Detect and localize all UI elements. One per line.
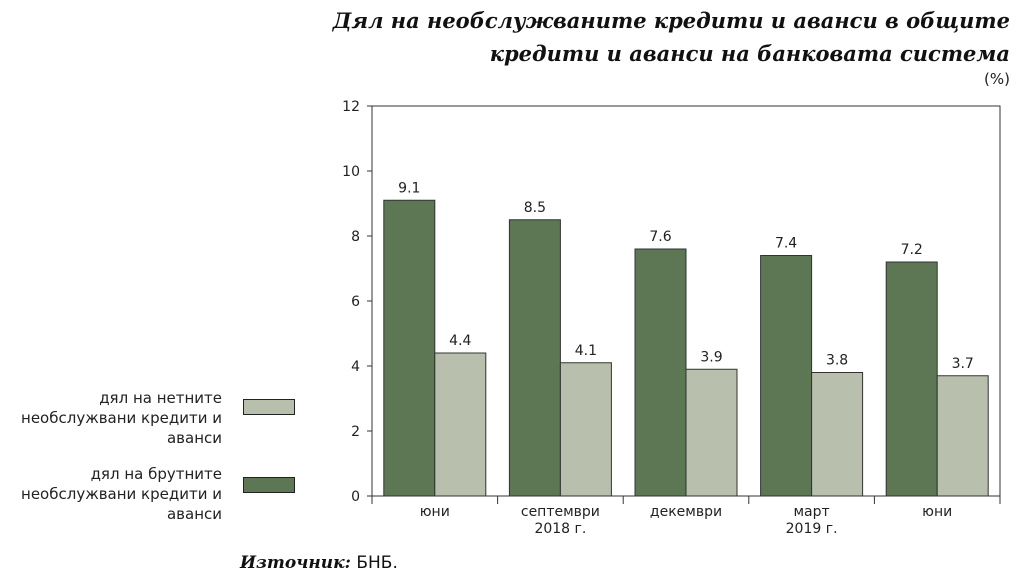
x-year-label: 2019 г.: [786, 521, 838, 537]
y-tick-label: 0: [351, 489, 360, 505]
bar-gross: [885, 261, 938, 497]
bar-gross: [508, 219, 561, 497]
x-category-label: март: [794, 504, 830, 520]
y-tick-label: 8: [351, 229, 360, 245]
x-category-label: септември: [521, 504, 600, 520]
data-label-gross: 9.1: [398, 180, 420, 196]
y-tick-label: 10: [342, 164, 360, 180]
data-label-net: 3.9: [700, 349, 722, 365]
bar-gross: [383, 199, 436, 497]
chart-title: Дял на необслужваните кредити и аванси в…: [332, 8, 1010, 66]
source-value: БНБ.: [356, 553, 398, 573]
legend-item-net: дял на нетните необслужвани кредити и ав…: [0, 388, 300, 448]
data-label-gross: 8.5: [524, 200, 546, 216]
legend-swatch-gross: [243, 477, 295, 493]
bar-net: [685, 368, 738, 497]
y-tick-label: 4: [351, 359, 360, 375]
data-label-net: 4.1: [575, 343, 597, 359]
bar-net: [811, 372, 864, 497]
x-year-label: 2018 г.: [534, 521, 586, 537]
data-label-gross: 7.4: [775, 236, 797, 252]
data-label-gross: 7.6: [649, 229, 671, 245]
source-label: Източник:: [240, 553, 351, 573]
bar-net: [559, 362, 612, 497]
y-tick-label: 12: [342, 99, 360, 115]
bar-net: [936, 375, 989, 497]
x-category-label: юни: [922, 504, 952, 520]
x-category-label: юни: [420, 504, 450, 520]
data-label-net: 3.7: [952, 356, 974, 372]
bar-gross: [760, 255, 813, 497]
y-tick-label: 2: [351, 424, 360, 440]
data-label-net: 3.8: [826, 353, 848, 369]
data-label-net: 4.4: [449, 333, 471, 349]
source-note: Източник: БНБ.: [240, 553, 398, 573]
x-category-label: декември: [650, 504, 722, 520]
y-tick-label: 6: [351, 294, 360, 310]
bar-gross: [634, 248, 687, 497]
legend-item-gross: дял на брутните необслужвани кредити и а…: [0, 464, 300, 524]
legend-label-gross: дял на брутните необслужвани кредити и а…: [21, 465, 222, 523]
data-label-gross: 7.2: [901, 242, 923, 258]
legend-swatch-net: [243, 399, 295, 415]
bar-net: [434, 352, 487, 497]
unit-label: (%): [984, 70, 1010, 88]
legend-label-net: дял на нетните необслужвани кредити и ав…: [21, 389, 222, 447]
